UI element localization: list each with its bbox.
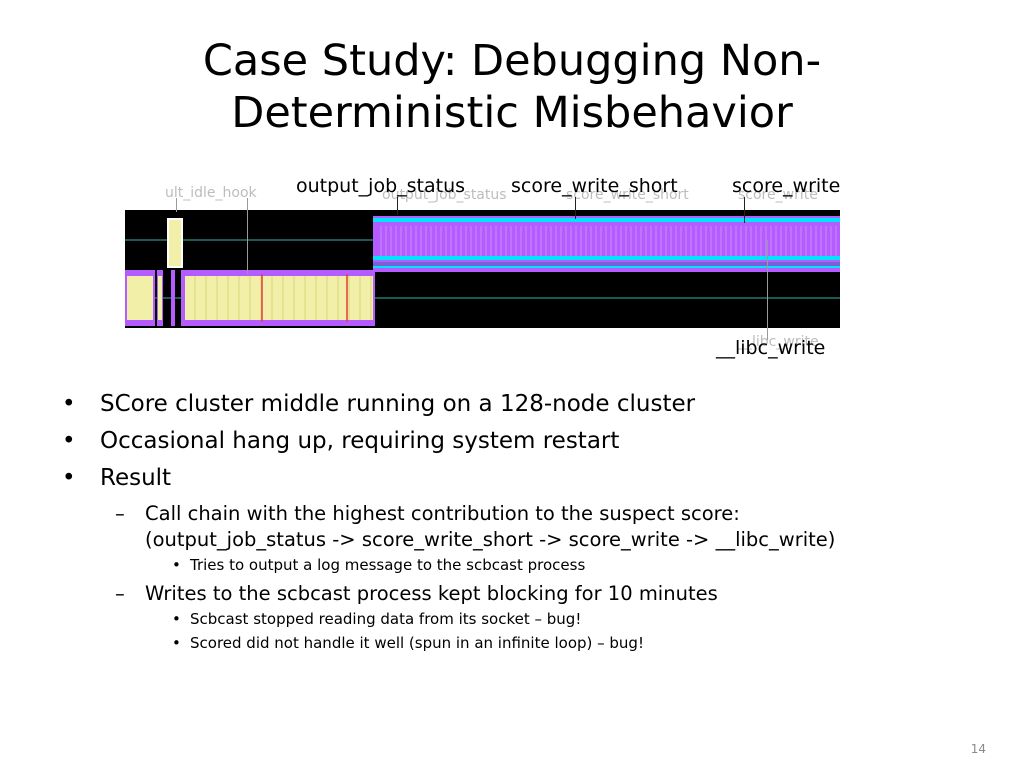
slide-title-line-2: Deterministic Misbehavior — [231, 87, 793, 138]
sub-bullet-call-chain: – Call chain with the highest contributi… — [60, 501, 990, 553]
pointer-score-write — [744, 197, 745, 223]
ghost-label-idle-hook: ult_idle_hook — [165, 185, 257, 201]
callout-output-job-status: output_job_status — [296, 175, 466, 197]
slide-title: Case Study: Debugging Non- Deterministic… — [60, 36, 964, 139]
callout-libc-write: __libc_write — [716, 337, 826, 359]
sub-sub-bullet-scored-bug: Scored did not handle it well (spun in a… — [60, 631, 990, 655]
lower-idle-main — [185, 276, 373, 320]
bullet-cluster: SCore cluster middle running on a 128-no… — [60, 386, 990, 423]
dash-marker: – — [115, 582, 125, 605]
bullet-list: SCore cluster middle running on a 128-no… — [60, 386, 990, 655]
slide-number: 14 — [970, 742, 986, 756]
write-band-top — [373, 218, 840, 222]
slide-title-line-1: Case Study: Debugging Non- — [202, 36, 822, 86]
trace-svg — [125, 216, 840, 326]
pointer-score-write-short — [575, 197, 576, 219]
call-chain-line-2: (output_job_status -> score_write_short … — [145, 528, 836, 551]
callout-score-write-short: score_write_short — [511, 175, 678, 197]
writes-blocking-text: Writes to the scbcast process kept block… — [145, 582, 718, 605]
sub-sub-bullet-log-message: Tries to output a log message to the scb… — [60, 553, 990, 577]
pointer-idle-hook-2 — [247, 198, 248, 274]
idle-block-upper — [169, 220, 181, 266]
trace-visualization — [125, 210, 840, 328]
dash-marker: – — [115, 502, 125, 525]
sub-sub-bullet-scbcast-bug: Scbcast stopped reading data from its so… — [60, 607, 990, 631]
pointer-idle-hook — [176, 198, 177, 212]
bullet-result: Result — [60, 460, 990, 497]
ghost-label-score-write: score_write — [738, 187, 818, 203]
write-block-inner — [377, 226, 840, 256]
pointer-output-job-status — [397, 197, 398, 215]
call-chain-line-1: Call chain with the highest contribution… — [145, 502, 740, 525]
write-band-bottom — [373, 266, 840, 268]
ghost-label-score-write-short: score_write_short — [566, 187, 689, 203]
sub-bullet-writes-blocking: – Writes to the scbcast process kept blo… — [60, 581, 990, 607]
ghost-label-output-job-status: output_job_status — [382, 187, 507, 203]
lower-idle-b — [158, 276, 162, 320]
callout-score-write: score_write — [732, 175, 841, 197]
lower-frame-c — [171, 270, 175, 326]
pointer-libc-write — [767, 240, 768, 340]
ghost-label-libc-write: __libc_write — [738, 334, 819, 350]
write-band-low — [373, 262, 840, 268]
lower-idle-a — [127, 276, 153, 320]
write-band-mid — [373, 256, 840, 260]
bullet-hang-up: Occasional hang up, requiring system res… — [60, 423, 990, 460]
